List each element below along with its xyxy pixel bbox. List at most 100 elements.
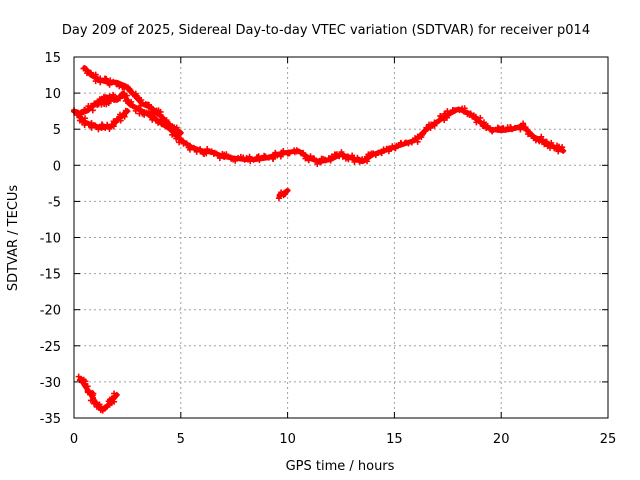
- data-point: [393, 142, 400, 149]
- y-tick-label: 5: [53, 123, 61, 138]
- data-point: [96, 401, 103, 408]
- data-point: [213, 150, 220, 157]
- data-point: [95, 126, 102, 133]
- data-point: [559, 144, 566, 151]
- x-tick-label: 20: [493, 432, 510, 447]
- y-axis-title: SDTVAR / TECUs: [6, 185, 21, 292]
- series-track-main: [70, 90, 567, 167]
- data-point: [437, 112, 444, 119]
- data-point: [128, 101, 135, 108]
- data-point: [121, 112, 128, 119]
- series-track-lower-loop: [75, 107, 131, 133]
- data-point: [386, 145, 393, 152]
- data-point: [302, 155, 309, 162]
- axis-ticks: 0 5 10 15 20 25 15 10 5 0 -5 -10 -15 -20 -25 -30 -35: [40, 51, 617, 447]
- data-point: [441, 110, 448, 117]
- data-point: [133, 105, 140, 112]
- data-point: [122, 97, 129, 104]
- data-point: [110, 118, 117, 125]
- data-point: [103, 76, 110, 83]
- data-point: [461, 107, 468, 114]
- data-point: [91, 400, 98, 407]
- data-point: [110, 395, 117, 402]
- data-point: [117, 95, 124, 102]
- data-point: [176, 139, 183, 146]
- data-point: [117, 115, 124, 122]
- data-point: [121, 91, 128, 98]
- data-point: [177, 129, 184, 136]
- data-point: [157, 111, 164, 118]
- data-point: [92, 122, 99, 129]
- data-point: [89, 394, 96, 401]
- data-point: [274, 152, 281, 159]
- data-point: [147, 104, 154, 110]
- data-point: [328, 155, 335, 162]
- data-point: [109, 93, 116, 100]
- data-point: [293, 147, 300, 154]
- data-point: [75, 373, 82, 380]
- data-point: [539, 136, 546, 143]
- data-point: [446, 110, 453, 117]
- data-point: [163, 117, 170, 124]
- data-point: [186, 146, 193, 153]
- data-point: [123, 92, 130, 99]
- data-point: [87, 103, 94, 110]
- data-point: [169, 131, 176, 138]
- data-point: [321, 156, 328, 163]
- y-tick-label: -30: [40, 376, 61, 391]
- data-point: [525, 131, 532, 138]
- data-point: [129, 102, 136, 109]
- x-tick-label: 0: [70, 432, 78, 447]
- data-point: [427, 124, 434, 131]
- data-point: [150, 110, 157, 117]
- data-point: [97, 407, 104, 414]
- data-point: [153, 107, 160, 114]
- data-point: [79, 118, 86, 125]
- data-point: [338, 149, 345, 156]
- x-tick-label: 10: [279, 432, 296, 447]
- series-isolated-segment: [275, 187, 291, 202]
- y-tick-label: -10: [40, 232, 61, 247]
- x-tick-label: 25: [600, 432, 617, 447]
- data-point: [351, 158, 358, 165]
- y-tick-label: 0: [53, 159, 61, 174]
- data-point: [75, 109, 82, 116]
- data-point: [405, 140, 412, 147]
- series-track-upper-start: [80, 65, 184, 138]
- data-point: [305, 157, 312, 164]
- data-point: [433, 120, 440, 127]
- data-point: [275, 195, 282, 202]
- data-point: [282, 190, 289, 197]
- series-track-segment-b: [91, 91, 117, 108]
- data-point: [339, 153, 346, 160]
- data-point: [102, 124, 109, 131]
- data-point: [247, 157, 254, 164]
- data-point: [183, 140, 190, 147]
- data-point: [124, 108, 131, 115]
- data-point: [560, 147, 567, 154]
- data-point: [116, 83, 123, 90]
- y-tick-label: 15: [44, 51, 61, 66]
- data-point: [443, 114, 450, 121]
- chart-title: Day 209 of 2025, Sidereal Day-to-day VTE…: [62, 23, 590, 38]
- data-point: [398, 140, 405, 147]
- y-tick-label: 10: [44, 87, 61, 102]
- data-point: [81, 65, 88, 72]
- data-point: [216, 155, 223, 162]
- y-tick-label: -35: [40, 412, 61, 427]
- x-tick-label: 5: [177, 432, 185, 447]
- data-point: [286, 150, 293, 157]
- data-point: [250, 156, 257, 163]
- grid-lines: [74, 57, 608, 418]
- data-point: [548, 139, 555, 146]
- data-point: [105, 95, 112, 102]
- data-point: [232, 157, 239, 164]
- data-point: [121, 83, 128, 90]
- data-point: [179, 137, 186, 144]
- data-point: [113, 391, 120, 398]
- data-point: [414, 138, 421, 145]
- x-tick-label: 15: [386, 432, 403, 447]
- data-point: [476, 117, 483, 124]
- data-point: [97, 96, 104, 103]
